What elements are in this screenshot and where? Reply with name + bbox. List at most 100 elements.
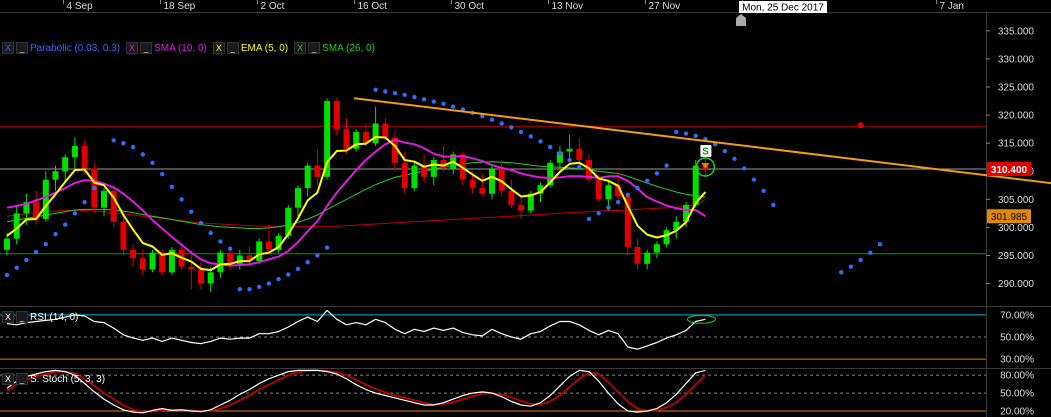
- candle-body: [556, 151, 563, 163]
- remove-ema5-button[interactable]: X: [212, 42, 225, 54]
- parabolic-dot: [266, 281, 272, 286]
- candle-body: [159, 252, 166, 273]
- parabolic-dot: [276, 276, 281, 282]
- candle-body: [333, 101, 340, 130]
- candle-body: [518, 204, 525, 211]
- legend-sma10-label[interactable]: SMA (10, 0): [154, 42, 207, 54]
- candle-body: [101, 190, 107, 208]
- parabolic-dot: [693, 133, 698, 139]
- parabolic-dot: [189, 209, 194, 214]
- parabolic-dot: [877, 242, 883, 247]
- candle-body: [508, 190, 515, 205]
- minimize-stoch-button[interactable]: _: [16, 373, 28, 385]
- candle-body: [673, 221, 680, 231]
- parabolic-dot: [567, 157, 572, 163]
- candle-body: [644, 252, 651, 264]
- parabolic-dot: [53, 231, 58, 237]
- candle-body: [217, 252, 224, 273]
- candle-body: [33, 202, 40, 219]
- parabolic-dot: [451, 104, 456, 109]
- candle-body: [634, 247, 641, 264]
- candle-body: [430, 160, 437, 177]
- parabolic-dot: [130, 144, 136, 150]
- sma10-line: [6, 138, 706, 267]
- candle-body: [4, 238, 10, 250]
- price-tick-label: 320.000: [998, 111, 1035, 122]
- parabolic-dot: [62, 222, 68, 227]
- candle-body: [285, 207, 292, 236]
- candle-body: [62, 157, 69, 172]
- rsi-panel[interactable]: [0, 309, 986, 360]
- parabolic-dot: [237, 286, 242, 292]
- parabolic-dot: [848, 264, 854, 269]
- remove-rsi-button[interactable]: X: [2, 311, 14, 323]
- legend-ema5-label[interactable]: EMA (5, 0): [240, 42, 289, 54]
- parabolic-dot: [43, 242, 48, 247]
- parabolic-dot: [412, 94, 417, 100]
- price-panel[interactable]: S: [0, 87, 1051, 292]
- parabolic-dot: [538, 139, 543, 144]
- parabolic-dot: [577, 164, 582, 169]
- rsi-tick-label: 30.00%: [1000, 355, 1034, 366]
- parabolic-dot: [286, 272, 291, 277]
- current-price-label: 310.400: [991, 165, 1028, 176]
- parabolic-dot: [4, 272, 10, 278]
- parabolic-dot: [373, 87, 378, 93]
- candle-body: [52, 171, 59, 180]
- parabolic-dot: [868, 250, 873, 255]
- remove-stoch-button[interactable]: X: [2, 373, 14, 385]
- candle-body: [353, 131, 360, 149]
- rsi-tick-label: 70.00%: [1000, 310, 1034, 321]
- time-tick-label: 2 Oct: [261, 1, 285, 12]
- parabolic-dot: [557, 151, 563, 156]
- candle-body: [130, 249, 137, 259]
- parabolic-dot: [305, 260, 310, 265]
- minimize-parabolic-button[interactable]: _: [16, 42, 28, 54]
- candle-body: [188, 266, 195, 270]
- time-tick-label: 18 Sep: [164, 1, 196, 12]
- candle-body: [168, 249, 175, 273]
- minimize-ema5-button[interactable]: _: [226, 42, 239, 54]
- remove-sma10-button[interactable]: X: [126, 42, 139, 54]
- remove-parabolic-button[interactable]: X: [2, 42, 14, 54]
- parabolic-dot: [324, 245, 330, 250]
- legend-parabolic-label[interactable]: Parabolic (0.03, 0.3): [30, 42, 121, 54]
- rsi-line: [6, 309, 706, 350]
- candle-body: [547, 162, 554, 186]
- candle-body: [81, 145, 88, 169]
- candle-body: [683, 204, 689, 222]
- parabolic-dot: [751, 177, 757, 182]
- time-tick-label: 27 Nov: [649, 1, 681, 12]
- alert-dot: [857, 122, 864, 129]
- parabolic-dot: [24, 257, 29, 263]
- legend-sma26-label[interactable]: SMA (26, 0): [322, 42, 375, 54]
- candle-body: [207, 272, 214, 284]
- minimize-rsi-button[interactable]: _: [16, 311, 28, 323]
- time-tick-label: 4 Sep: [67, 1, 94, 12]
- candle-body: [343, 129, 350, 149]
- parabolic-dot: [150, 160, 155, 166]
- parabolic-dot: [674, 129, 679, 135]
- stoch-k-line: [6, 369, 706, 414]
- candle-body: [13, 213, 20, 239]
- parabolic-dot: [295, 266, 301, 272]
- minimize-sma26-button[interactable]: _: [308, 42, 321, 54]
- candle-body: [42, 179, 49, 219]
- candle-body: [295, 188, 301, 208]
- rsi-legend: X _ RSI (14, 0): [2, 311, 78, 323]
- candle-body: [498, 168, 505, 191]
- price-tick-label: 290.000: [998, 279, 1035, 290]
- minimize-sma10-button[interactable]: _: [140, 42, 153, 54]
- parabolic-dot: [489, 117, 495, 122]
- stoch-panel[interactable]: [0, 369, 986, 414]
- parabolic-dot: [383, 89, 388, 94]
- candle-body: [692, 165, 699, 205]
- remove-sma26-button[interactable]: X: [294, 42, 307, 54]
- sma-value-label: 301.985: [991, 212, 1028, 223]
- time-tick-label: 16 Oct: [358, 1, 388, 12]
- time-tick-label: 13 Nov: [552, 1, 584, 12]
- stoch-label[interactable]: S. Stoch (5, 3, 3): [30, 373, 106, 385]
- rsi-label[interactable]: RSI (14, 0): [30, 311, 79, 323]
- parabolic-dot: [121, 140, 126, 146]
